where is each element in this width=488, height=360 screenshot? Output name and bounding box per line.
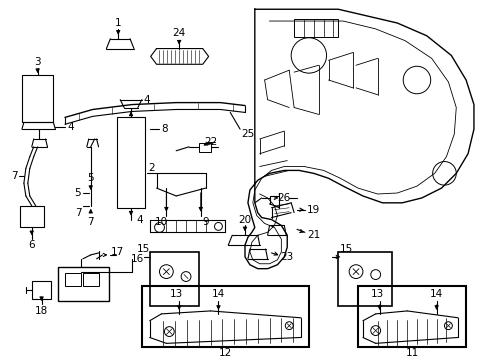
Text: 16: 16 — [131, 254, 144, 264]
Bar — [32, 282, 51, 299]
Text: 19: 19 — [306, 205, 320, 215]
Text: 13: 13 — [370, 289, 384, 299]
Text: 15: 15 — [136, 244, 149, 254]
Text: 10: 10 — [155, 217, 168, 228]
Bar — [82, 273, 99, 286]
Text: 8: 8 — [161, 124, 167, 134]
Text: 1: 1 — [115, 18, 122, 28]
Text: 4: 4 — [136, 215, 143, 225]
Text: 5: 5 — [87, 173, 94, 183]
Bar — [65, 273, 81, 286]
Text: 3: 3 — [34, 57, 41, 67]
Text: 6: 6 — [28, 240, 35, 250]
Bar — [357, 286, 465, 347]
Bar — [58, 267, 109, 301]
Bar — [22, 75, 53, 122]
Text: 11: 11 — [405, 348, 418, 358]
Text: 20: 20 — [238, 215, 251, 225]
Text: 24: 24 — [172, 28, 185, 38]
Text: 14: 14 — [211, 289, 224, 299]
Text: 23: 23 — [280, 252, 293, 262]
Text: 14: 14 — [429, 289, 442, 299]
Bar — [199, 143, 210, 152]
Text: 25: 25 — [241, 129, 254, 139]
Text: 7: 7 — [87, 217, 94, 228]
Text: 7: 7 — [11, 171, 18, 181]
Text: 26: 26 — [277, 193, 290, 203]
Text: 15: 15 — [340, 244, 353, 254]
Bar — [149, 252, 199, 306]
Text: 4: 4 — [143, 95, 150, 105]
Bar — [142, 286, 308, 347]
Text: 21: 21 — [306, 230, 320, 240]
Text: 4: 4 — [68, 122, 74, 132]
Text: 5: 5 — [75, 188, 81, 198]
Text: 17: 17 — [110, 247, 123, 257]
Bar — [293, 19, 338, 37]
Text: 12: 12 — [218, 348, 231, 358]
Bar — [117, 117, 144, 208]
Text: 13: 13 — [169, 289, 183, 299]
Text: 22: 22 — [203, 137, 217, 147]
Bar — [20, 206, 43, 228]
Text: 7: 7 — [75, 208, 81, 218]
Bar — [338, 252, 391, 306]
Text: 9: 9 — [202, 217, 208, 228]
Text: 2: 2 — [148, 163, 155, 174]
Text: 18: 18 — [35, 306, 48, 316]
